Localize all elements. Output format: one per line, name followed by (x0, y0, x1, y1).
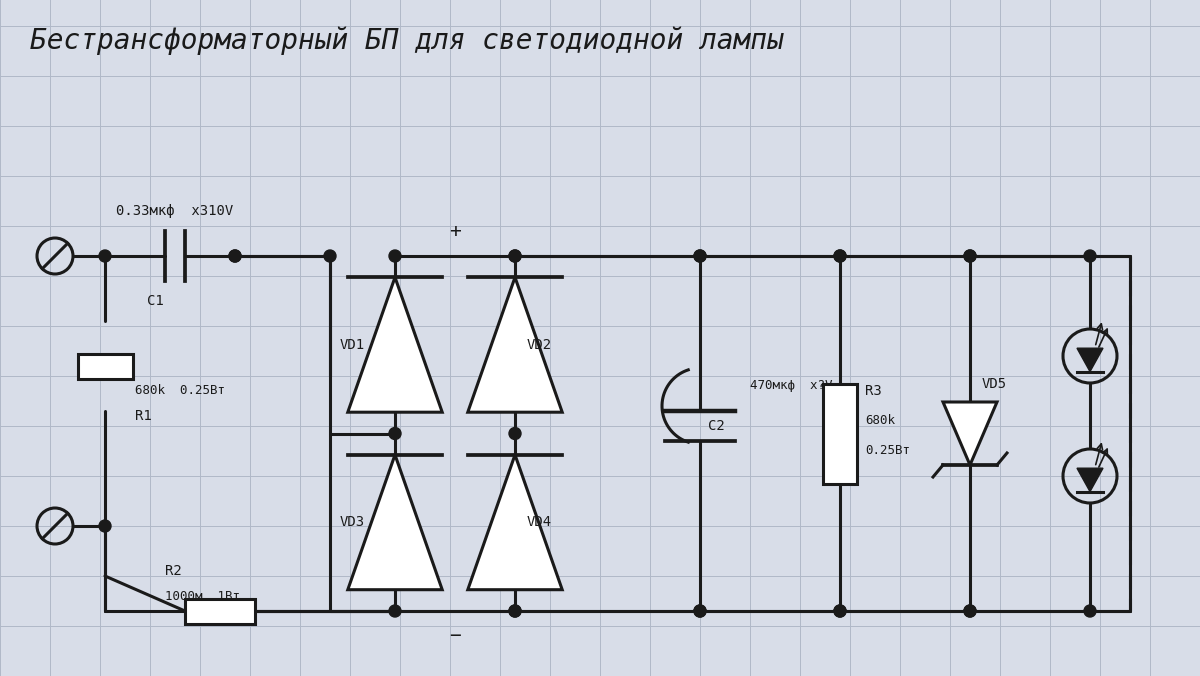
Text: +: + (449, 222, 461, 241)
Text: −: − (449, 627, 461, 646)
Text: VD4: VD4 (527, 515, 552, 529)
Circle shape (1084, 250, 1096, 262)
Text: VD1: VD1 (340, 338, 365, 352)
FancyBboxPatch shape (822, 383, 858, 483)
Circle shape (694, 605, 706, 617)
Circle shape (509, 250, 521, 262)
Text: VD5: VD5 (982, 377, 1007, 391)
Circle shape (98, 520, 112, 532)
Polygon shape (348, 277, 443, 412)
Polygon shape (1078, 348, 1103, 372)
Circle shape (694, 250, 706, 262)
Circle shape (98, 250, 112, 262)
Circle shape (389, 250, 401, 262)
Text: VD2: VD2 (527, 338, 552, 352)
Circle shape (964, 605, 976, 617)
Circle shape (694, 605, 706, 617)
Circle shape (964, 250, 976, 262)
Polygon shape (1078, 468, 1103, 491)
Circle shape (324, 250, 336, 262)
Text: Бестрансформаторный БП для светодиодной лампы: Бестрансформаторный БП для светодиодной … (30, 27, 784, 55)
Text: VD3: VD3 (340, 515, 365, 529)
Polygon shape (468, 277, 563, 412)
Text: 1000м  1Вт: 1000м 1Вт (166, 589, 240, 602)
Text: R2: R2 (166, 564, 181, 578)
Text: R3: R3 (865, 384, 882, 398)
Polygon shape (943, 402, 997, 465)
Polygon shape (468, 455, 563, 589)
Circle shape (509, 605, 521, 617)
Circle shape (694, 250, 706, 262)
Circle shape (964, 250, 976, 262)
Circle shape (229, 250, 241, 262)
Circle shape (509, 605, 521, 617)
Text: 470мкф  х?V: 470мкф х?V (750, 379, 833, 393)
FancyBboxPatch shape (78, 354, 132, 379)
Circle shape (1084, 605, 1096, 617)
Text: 0.33мкф  х310V: 0.33мкф х310V (116, 204, 234, 218)
Text: 0.25Вт: 0.25Вт (865, 445, 910, 458)
FancyBboxPatch shape (185, 598, 254, 623)
Circle shape (389, 605, 401, 617)
Circle shape (389, 427, 401, 439)
Circle shape (834, 605, 846, 617)
Text: C2: C2 (708, 419, 725, 433)
Polygon shape (348, 455, 443, 589)
Circle shape (229, 250, 241, 262)
Text: C1: C1 (146, 294, 163, 308)
Text: 680k  0.25Вт: 680k 0.25Вт (134, 385, 226, 397)
Circle shape (964, 605, 976, 617)
Circle shape (509, 250, 521, 262)
Circle shape (834, 250, 846, 262)
Circle shape (834, 605, 846, 617)
Circle shape (834, 250, 846, 262)
Circle shape (509, 427, 521, 439)
Text: R1: R1 (134, 409, 151, 423)
Text: 680k: 680k (865, 414, 895, 427)
